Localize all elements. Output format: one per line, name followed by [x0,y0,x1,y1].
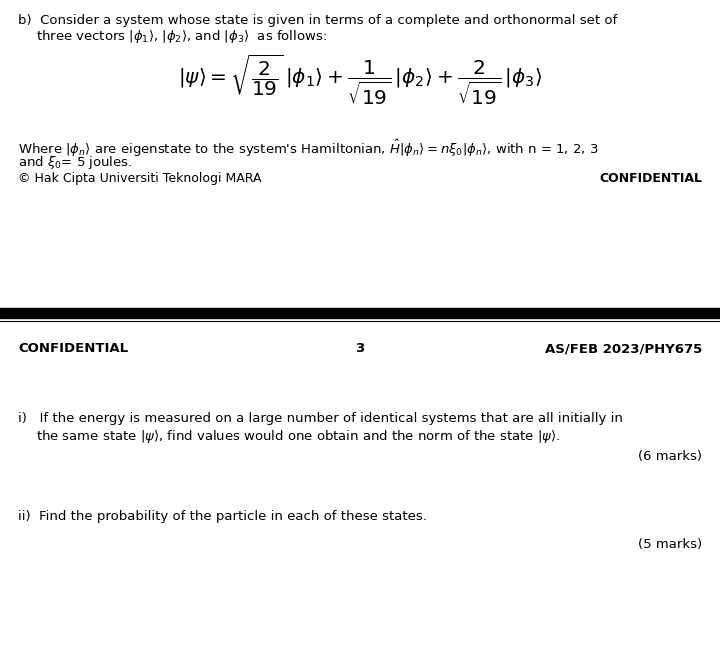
Text: b)  Consider a system whose state is given in terms of a complete and orthonorma: b) Consider a system whose state is give… [18,14,617,27]
Text: © Hak Cipta Universiti Teknologi MARA: © Hak Cipta Universiti Teknologi MARA [18,172,261,185]
Text: i)   If the energy is measured on a large number of identical systems that are a: i) If the energy is measured on a large … [18,412,623,425]
Text: ii)  Find the probability of the particle in each of these states.: ii) Find the probability of the particle… [18,510,427,523]
Text: (6 marks): (6 marks) [638,450,702,463]
Text: CONFIDENTIAL: CONFIDENTIAL [599,172,702,185]
Text: the same state $|\psi\rangle$, find values would one obtain and the norm of the : the same state $|\psi\rangle$, find valu… [36,428,560,445]
Text: $|\psi\rangle = \sqrt{\dfrac{2}{19}}\,|\phi_1\rangle + \dfrac{1}{\sqrt{19}}\,|\p: $|\psi\rangle = \sqrt{\dfrac{2}{19}}\,|\… [178,53,542,107]
Text: (5 marks): (5 marks) [638,538,702,551]
Text: AS/FEB 2023/PHY675: AS/FEB 2023/PHY675 [545,342,702,355]
Text: three vectors $|\phi_1\rangle$, $|\phi_2\rangle$, and $|\phi_3\rangle$  as follo: three vectors $|\phi_1\rangle$, $|\phi_2… [36,28,327,45]
Text: Where $|\phi_n\rangle$ are eigenstate to the system's Hamiltonian, $\hat{H}|\phi: Where $|\phi_n\rangle$ are eigenstate to… [18,138,598,159]
Text: and $\xi_0$= 5 joules.: and $\xi_0$= 5 joules. [18,154,132,171]
Text: CONFIDENTIAL: CONFIDENTIAL [18,342,128,355]
Text: 3: 3 [356,342,364,355]
